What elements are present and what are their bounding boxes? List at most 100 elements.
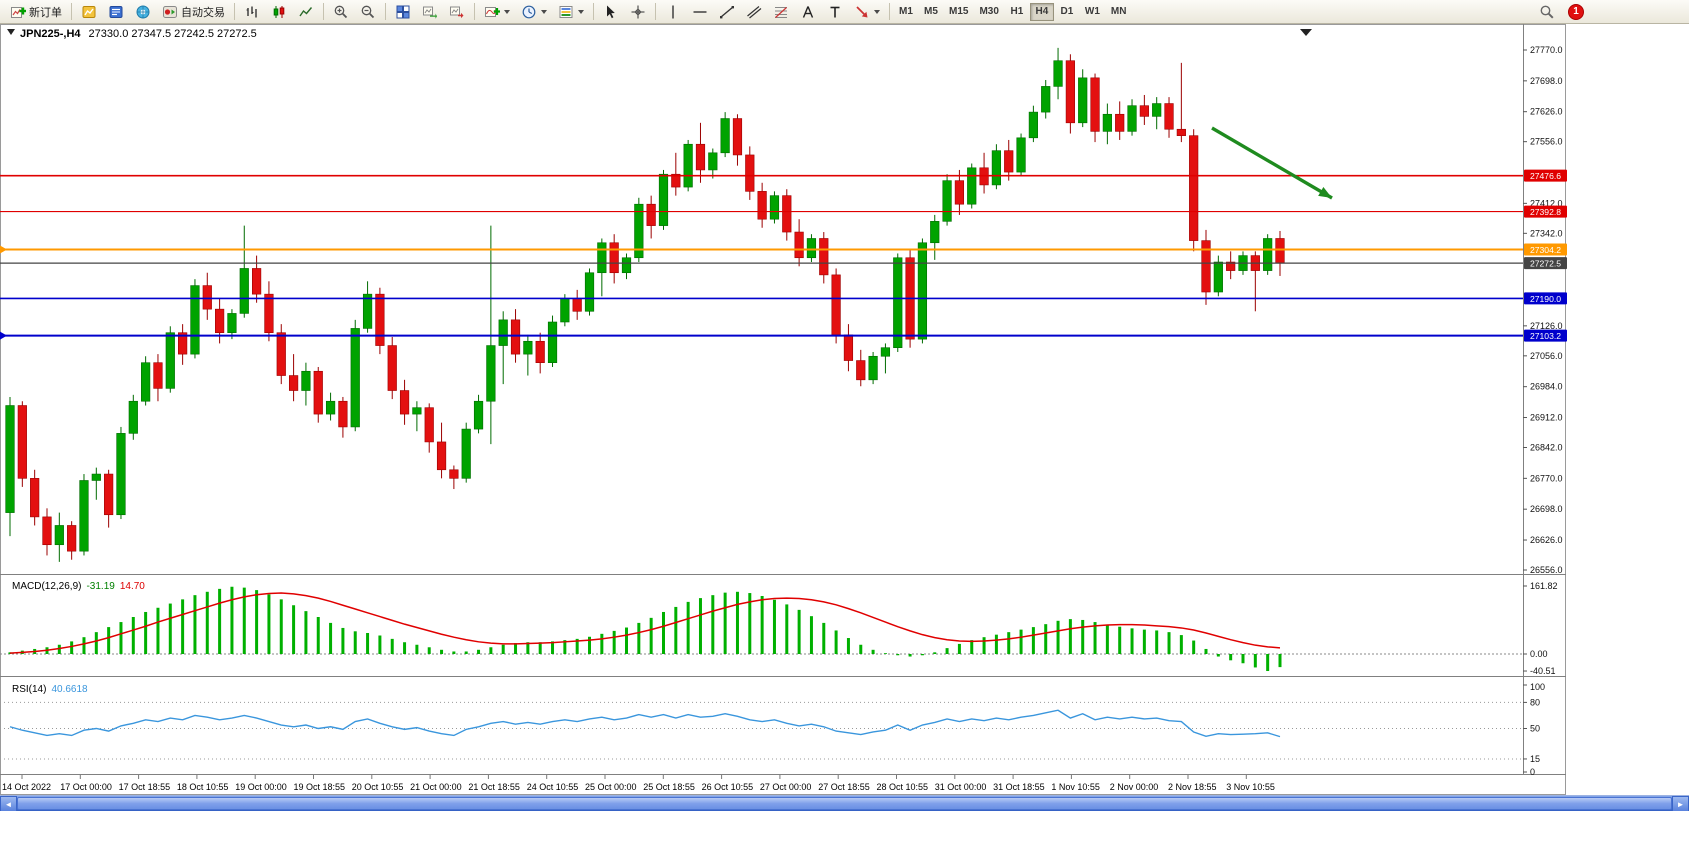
time-axis-label: 14 Oct 2022: [2, 782, 51, 792]
new-order-button[interactable]: 新订单: [5, 2, 67, 22]
notification-badge[interactable]: 1: [1568, 3, 1584, 20]
label-icon: [830, 6, 840, 17]
text-button[interactable]: [795, 2, 821, 22]
time-axis-label: 26 Oct 10:55: [702, 782, 754, 792]
timeframe-button-mn[interactable]: MN: [1106, 3, 1132, 21]
price-tag-27304.2: 27304.2: [1524, 243, 1567, 256]
new-order-icon: [11, 6, 26, 18]
timeframe-button-d1[interactable]: D1: [1055, 3, 1079, 21]
price-axis-label: 27698.0: [1530, 76, 1563, 86]
time-axis-label: 27 Oct 00:00: [760, 782, 812, 792]
scroll-right-arrow-icon[interactable]: ►: [1672, 796, 1689, 812]
cursor-button[interactable]: [598, 2, 624, 22]
chart-canvas[interactable]: 27770.0 27698.0 27626.0 27556.0 27412.0 27342…: [0, 24, 1689, 795]
label-button[interactable]: [822, 2, 848, 22]
horizontal-line-icon: [693, 10, 707, 13]
timeframe-button-h1[interactable]: H1: [1005, 3, 1029, 21]
timeframe-button-m15[interactable]: M15: [944, 3, 973, 21]
svg-text:27392.8: 27392.8: [1530, 207, 1561, 217]
vertical-line-icon: [672, 5, 674, 18]
price-axis-label: 26984.0: [1530, 382, 1563, 392]
time-axis-label: 19 Oct 00:00: [235, 782, 287, 792]
auto-scroll-button[interactable]: [417, 2, 443, 22]
fibonacci-button[interactable]: [768, 2, 794, 22]
hline-marker-27103.2[interactable]: [0, 331, 7, 340]
bar-chart-icon: [246, 6, 257, 17]
time-axis-label: 31 Oct 00:00: [935, 782, 987, 792]
crosshair-button[interactable]: [625, 2, 651, 22]
crosshair-icon: [631, 5, 645, 18]
time-axis-label: 2 Nov 18:55: [1168, 782, 1217, 792]
navigator-icon: [136, 5, 150, 18]
candlestick-chart-icon: [273, 5, 285, 18]
tile-windows-button[interactable]: [390, 2, 416, 22]
timeframe-button-w1[interactable]: W1: [1080, 3, 1105, 21]
templates-button[interactable]: [553, 2, 589, 22]
timeframe-toolbar: M1 M5 M15 M30 H1 H4 D1 W1 MN: [894, 2, 1132, 21]
trendline-button[interactable]: [714, 2, 740, 22]
chart-shift-button[interactable]: [444, 2, 470, 22]
autotrading-button[interactable]: 自动交易: [157, 2, 230, 22]
search-button[interactable]: [1534, 2, 1560, 22]
toolbar-separator: [889, 3, 890, 20]
price-axis-label: 27412.0: [1530, 198, 1563, 208]
time-axis-label: 20 Oct 10:55: [352, 782, 404, 792]
trend-arrow-annotation[interactable]: [1211, 126, 1333, 200]
price-axis-label: 27126.0: [1530, 321, 1563, 331]
hline-marker-27304.2[interactable]: [0, 245, 7, 254]
price-tag-27476.6: 27476.6: [1524, 169, 1567, 182]
rsi-scale-label: 100: [1530, 682, 1545, 692]
bar-chart-button[interactable]: [239, 2, 265, 22]
scroll-left-arrow-icon[interactable]: ◄: [0, 796, 17, 812]
navigator-button[interactable]: [130, 2, 156, 22]
rsi-scale-label: 15: [1530, 754, 1540, 764]
time-axis-label: 3 Nov 10:55: [1226, 782, 1275, 792]
zoom-out-button[interactable]: [355, 2, 381, 22]
time-axis-label: 28 Oct 10:55: [877, 782, 929, 792]
time-axis-label: 31 Oct 18:55: [993, 782, 1045, 792]
price-axis-label: 26626.0: [1530, 535, 1563, 545]
svg-text:27476.6: 27476.6: [1530, 171, 1561, 181]
indicators-icon: [485, 6, 500, 17]
toolbar: 新订单: [0, 0, 1689, 24]
cursor-arrow-icon: [607, 5, 615, 18]
fibonacci-icon: [775, 6, 787, 18]
time-axis-label: 21 Oct 18:55: [468, 782, 520, 792]
auto-scroll-icon: [423, 6, 437, 19]
toolbar-separator: [71, 3, 72, 20]
charts-button[interactable]: [76, 2, 102, 22]
timeframe-button-m5[interactable]: M5: [919, 3, 943, 21]
horizontal-line-button[interactable]: [687, 2, 713, 22]
symbol-dropdown-icon[interactable]: [7, 29, 15, 35]
vertical-line-button[interactable]: [660, 2, 686, 22]
macd-label: MACD(12,26,9) -31.19 14.70: [12, 581, 145, 592]
indicators-button[interactable]: [479, 2, 515, 22]
zoom-in-button[interactable]: [328, 2, 354, 22]
svg-text:27190.0: 27190.0: [1530, 294, 1561, 304]
price-tag-27103.2: 27103.2: [1524, 329, 1567, 342]
clock-icon: [522, 5, 536, 18]
candlestick-chart-button[interactable]: [266, 2, 292, 22]
scrollbar-thumb[interactable]: [17, 797, 1672, 810]
scroll-to-end-marker[interactable]: [1300, 29, 1312, 36]
timeframe-button-m30[interactable]: M30: [974, 3, 1003, 21]
market-watch-button[interactable]: [103, 2, 129, 22]
arrows-tool-button[interactable]: [849, 2, 885, 22]
timeframe-button-m1[interactable]: M1: [894, 3, 918, 21]
price-axis-label: 27556.0: [1530, 137, 1563, 147]
svg-text:27304.2: 27304.2: [1530, 245, 1561, 255]
periods-button[interactable]: [516, 2, 552, 22]
time-axis-label: 25 Oct 18:55: [643, 782, 695, 792]
chart-title: JPN225-,H4 27330.0 27347.5 27242.5 27272.…: [20, 28, 257, 40]
horizontal-scrollbar[interactable]: ◄ ►: [0, 795, 1689, 812]
line-chart-button[interactable]: [293, 2, 319, 22]
candlestick-series: [5, 47, 1285, 562]
rsi-label: RSI(14) 40.6618: [12, 684, 88, 695]
chart-shift-icon: [450, 6, 464, 18]
toolbar-separator: [385, 3, 386, 20]
timeframe-button-h4[interactable]: H4: [1029, 2, 1054, 21]
text-icon: [802, 5, 814, 18]
time-axis: 14 Oct 2022 17 Oct 00:00 17 Oct 18:55 18 Oc…: [2, 775, 1275, 792]
channel-button[interactable]: [741, 2, 767, 22]
toolbar-separator: [655, 3, 656, 20]
